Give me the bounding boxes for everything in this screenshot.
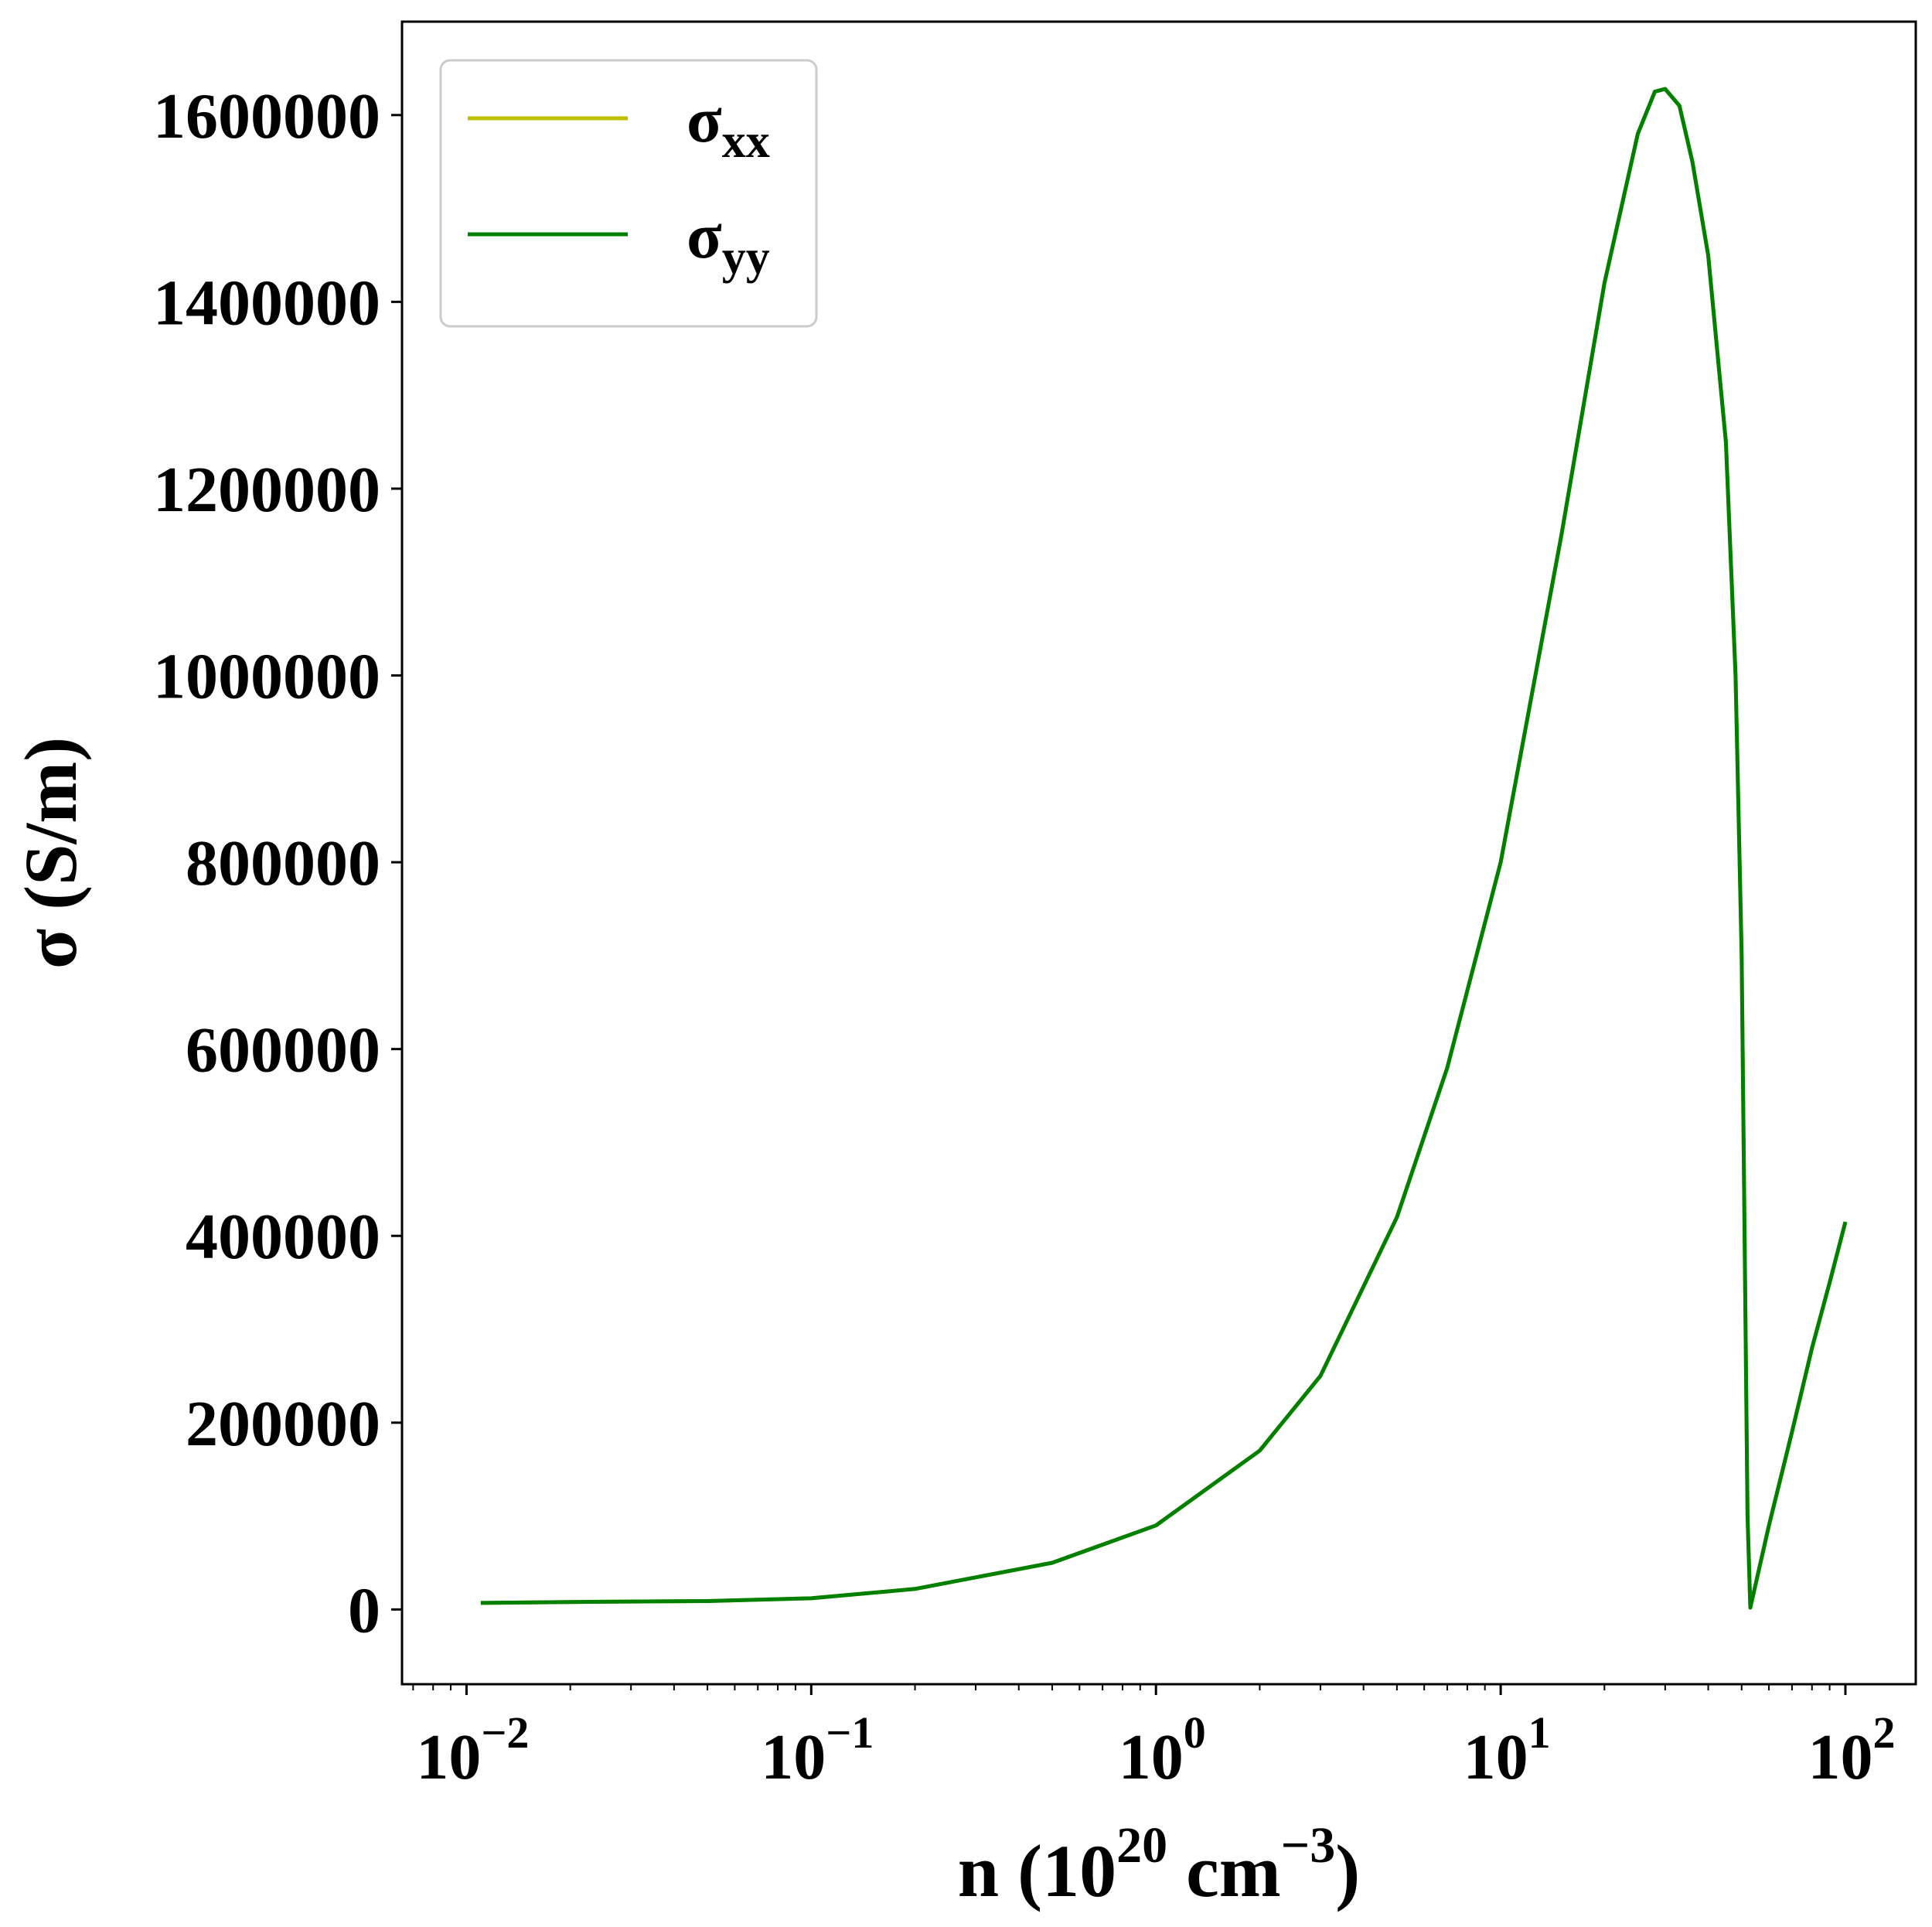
x-tick-exp-3: 1 (1528, 1707, 1551, 1758)
legend: σxx σyy (439, 59, 818, 328)
legend-label-sigma-xx: σxx (687, 84, 770, 168)
y-tick-label-6: 1200000 (153, 454, 380, 526)
x-tick-label-2: 100 (1119, 1707, 1206, 1793)
legend-subscript-sigma-yy: yy (722, 231, 770, 284)
legend-box (439, 59, 818, 328)
series-layer (480, 87, 1848, 1610)
y-tick-label-1: 200000 (186, 1388, 380, 1460)
x-tick-base-0: 10 (416, 1721, 481, 1793)
x-tick-exp-0: −2 (481, 1707, 529, 1758)
series-line-yy (480, 87, 1848, 1610)
x-tick-label-3: 101 (1463, 1707, 1551, 1793)
legend-symbol-sigma-yy: σ (687, 200, 722, 272)
plot-frame (400, 20, 1917, 1686)
x-axis-title-exp2: −3 (1281, 1817, 1336, 1874)
x-axis-title-base: n (10 (958, 1830, 1116, 1912)
legend-label-sigma-yy: σyy (687, 200, 770, 284)
y-axis-title: σ (S/m) (9, 737, 92, 969)
legend-symbol-sigma-xx: σ (687, 84, 722, 156)
x-tick-label-4: 102 (1808, 1707, 1895, 1793)
x-tick-label-0: 10−2 (416, 1707, 529, 1793)
y-tick-label-7: 1400000 (153, 267, 380, 339)
x-tick-base-3: 10 (1463, 1721, 1528, 1793)
x-axis-ticks: 10−2 10−1 100 101 102 (412, 1684, 1895, 1793)
legend-subscript-sigma-xx: xx (722, 115, 770, 168)
y-tick-label-2: 400000 (186, 1201, 380, 1273)
x-tick-base-1: 10 (761, 1721, 826, 1793)
y-tick-label-5: 1000000 (153, 641, 380, 713)
x-axis-title-end: ) (1335, 1830, 1360, 1912)
x-tick-exp-1: −1 (826, 1707, 874, 1758)
x-axis-title-exp1: 20 (1116, 1817, 1167, 1874)
x-tick-label-1: 10−1 (761, 1707, 874, 1793)
x-tick-base-2: 10 (1119, 1721, 1184, 1793)
x-tick-base-4: 10 (1808, 1721, 1872, 1793)
x-axis-title: n (1020 cm−3) (958, 1817, 1361, 1912)
x-tick-exp-4: 2 (1872, 1707, 1895, 1758)
y-tick-label-4: 800000 (186, 827, 380, 899)
x-axis-title-mid: cm (1167, 1830, 1281, 1912)
x-tick-exp-2: 0 (1184, 1707, 1206, 1758)
y-tick-label-0: 0 (348, 1574, 380, 1646)
y-tick-label-8: 1600000 (153, 80, 380, 152)
y-axis-ticks: 0 200000 400000 600000 800000 1000000 1200000 1… (153, 80, 402, 1646)
y-tick-label-3: 600000 (186, 1015, 380, 1086)
